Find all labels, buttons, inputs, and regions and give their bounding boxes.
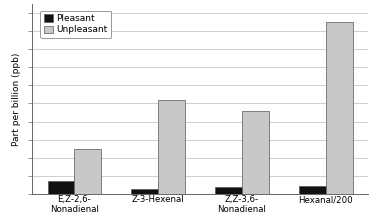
- Bar: [131, 189, 158, 194]
- Bar: [158, 100, 185, 194]
- Bar: [48, 181, 74, 194]
- Legend: Pleasant, Unpleasant: Pleasant, Unpleasant: [40, 11, 111, 38]
- Bar: [326, 22, 353, 194]
- Bar: [74, 149, 101, 194]
- Y-axis label: Part per billion (ppb): Part per billion (ppb): [12, 52, 20, 146]
- Bar: [215, 187, 242, 194]
- Bar: [242, 111, 269, 194]
- Bar: [299, 186, 326, 194]
